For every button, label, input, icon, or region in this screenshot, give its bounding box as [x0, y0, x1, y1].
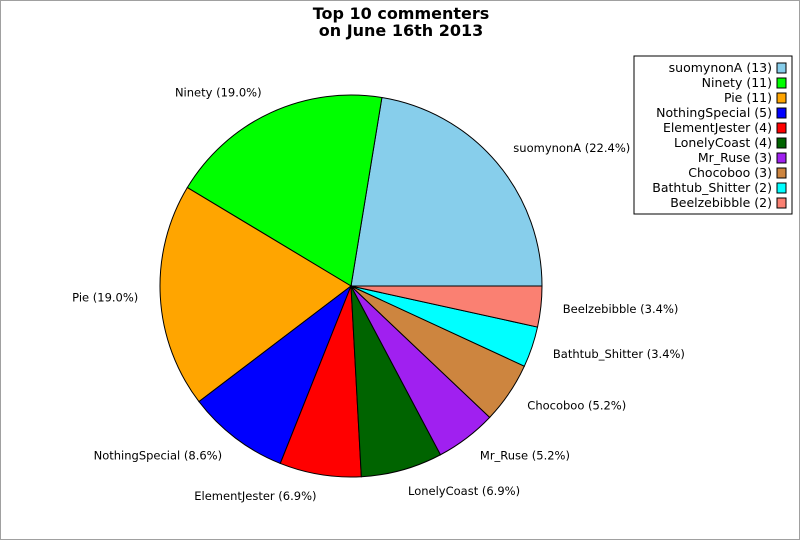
legend-label-bathtub-shitter: Bathtub_Shitter (2) — [652, 180, 772, 195]
slice-label-lonelycoast: LonelyCoast (6.9%) — [408, 484, 520, 498]
legend-label-pie: Pie (11) — [724, 90, 772, 105]
legend-swatch-suomynona — [776, 62, 787, 74]
legend-label-lonelycoast: LonelyCoast (4) — [674, 135, 772, 150]
legend-label-beelzebibble: Beelzebibble (2) — [670, 195, 772, 210]
legend-swatch-beelzebibble — [776, 197, 787, 209]
slice-beelzebibble — [350, 285, 543, 328]
legend-box — [633, 55, 793, 215]
chart-title-line-2: on June 16th 2013 — [319, 21, 484, 40]
slice-label-chocoboo: Chocoboo (5.2%) — [527, 399, 626, 413]
legend-swatch-lonelycoast — [776, 137, 787, 149]
slice-nothingspecial — [198, 284, 353, 465]
legend-swatch-mr-ruse — [776, 152, 787, 164]
slice-label-ninety: Ninety (19.0%) — [175, 86, 262, 100]
legend-label-elementjester: ElementJester (4) — [663, 120, 772, 135]
slice-label-suomynona: suomynonA (22.4%) — [513, 141, 630, 155]
slice-label-pie: Pie (19.0%) — [72, 291, 138, 305]
legend-swatch-elementjester — [776, 122, 787, 134]
pie-slices — [159, 94, 543, 478]
slice-labels: suomynonA (22.4%) Ninety (19.0%) Pie (19.0… — [72, 86, 685, 504]
legend-swatch-nothingspecial — [776, 107, 787, 119]
legend-swatch-chocoboo — [776, 167, 787, 179]
chart-title-line-1: Top 10 commenters — [313, 4, 490, 23]
slice-label-nothingspecial: NothingSpecial (8.6%) — [94, 449, 223, 463]
legend-label-chocoboo: Chocoboo (3) — [688, 165, 772, 180]
slice-label-beelzebibble: Beelzebibble (3.4%) — [563, 302, 679, 316]
slice-label-elementjester: ElementJester (6.9%) — [194, 489, 316, 503]
legend-swatch-bathtub-shitter — [776, 182, 787, 194]
legend-label-mr-ruse: Mr_Ruse (3) — [698, 150, 772, 165]
slice-pie — [159, 186, 352, 403]
slice-label-bathtub-shitter: Bathtub_Shitter (3.4%) — [553, 347, 685, 361]
slice-label-mr-ruse: Mr_Ruse (5.2%) — [480, 449, 570, 463]
legend-label-ninety: Ninety (11) — [702, 75, 772, 90]
legend-label-suomynona: suomynonA (13) — [669, 60, 772, 75]
slice-suomynona — [350, 96, 543, 287]
legend: suomynonA (13)Ninety (11)Pie (11)Nothing… — [633, 55, 793, 215]
legend-swatch-ninety — [776, 77, 787, 89]
legend-swatch-pie — [776, 92, 787, 104]
legend-label-nothingspecial: NothingSpecial (5) — [656, 105, 772, 120]
slice-ninety — [186, 94, 383, 287]
